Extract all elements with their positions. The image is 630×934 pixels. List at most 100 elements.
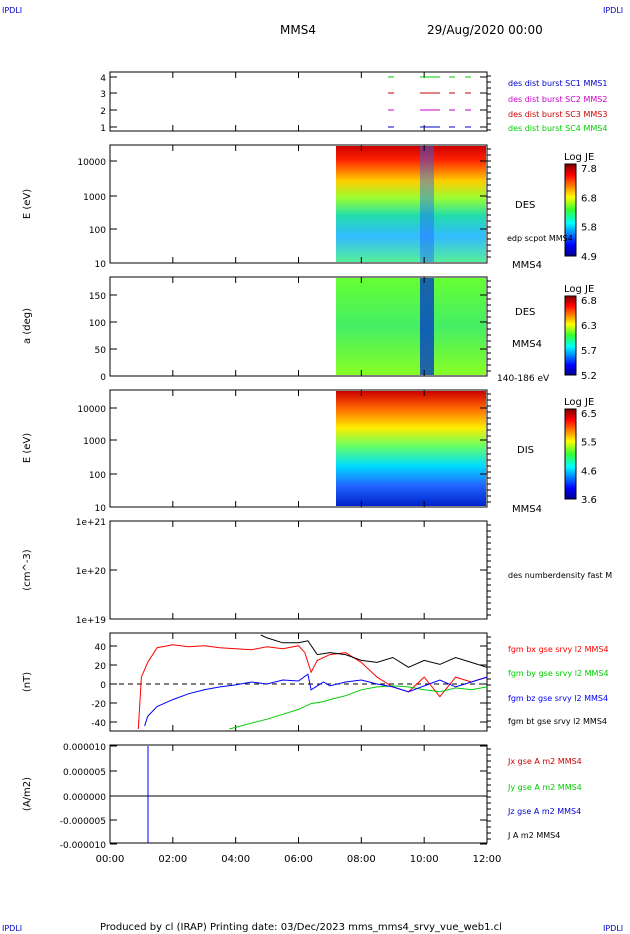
y-tick-label: 0 — [100, 373, 106, 383]
y-tick-label: -0.000010 — [60, 841, 106, 851]
legend-entry: des dist burst SC4 MMS4 — [508, 124, 607, 133]
y-tick-label: 10 — [95, 504, 107, 514]
corner-label-top-left: IPDLI — [2, 6, 22, 15]
legend-entry: des dist burst SC1 MMS1 — [508, 79, 607, 88]
x-tick-label: 02:00 — [158, 854, 187, 865]
spacecraft-title: MMS4 — [280, 23, 316, 37]
des-energy-spectrogram — [336, 146, 486, 262]
x-tick-label: 06:00 — [284, 854, 313, 865]
y-tick-label: 100 — [89, 471, 106, 481]
corner-label-top-right: IPDLI — [603, 6, 623, 15]
y-tick-label: 150 — [89, 292, 106, 302]
x-tick-label: 10:00 — [410, 854, 439, 865]
y-tick-label: 20 — [95, 662, 107, 672]
des-energy-depletion-band — [420, 146, 434, 262]
legend-entry: fgm by gse srvy l2 MMS4 — [508, 669, 609, 678]
colorbar-title: Log JE — [564, 397, 594, 408]
panel-frame-burst — [109, 71, 488, 132]
legend-entry: des dist burst SC3 MMS3 — [508, 110, 607, 119]
des-pitch-spectrogram — [336, 278, 486, 375]
y-tick-label: 10000 — [77, 158, 106, 168]
legend-entry: J A m2 MMS4 — [507, 831, 560, 840]
y-tick-label: 1 — [100, 124, 106, 134]
x-tick-label: 04:00 — [221, 854, 250, 865]
colorbar-tick-label: 6.5 — [581, 409, 597, 420]
y-tick-label: 2 — [100, 107, 106, 117]
y-axis-label: a (deg) — [22, 308, 33, 344]
y-axis-label: (nT) — [22, 672, 33, 692]
y-axis-label: E (eV) — [22, 433, 33, 463]
right-label: 140-186 eV — [497, 374, 550, 384]
right-label: MMS4 — [512, 504, 542, 515]
panel-4: 1e+21 1e+20 1e+19 (cm^-3) des numberdensity … — [22, 518, 612, 626]
y-tick-label: -20 — [91, 700, 106, 710]
y-tick-label: 0.000005 — [63, 768, 106, 778]
colorbar-tick-label: 5.7 — [581, 346, 597, 357]
y-tick-label: 40 — [95, 643, 107, 653]
legend-entry: fgm bt gse srvy l2 MMS4 — [508, 717, 607, 726]
colorbar-dis-energy — [564, 408, 577, 500]
y-tick-label: 100 — [89, 226, 106, 236]
y-tick-label: 3 — [100, 90, 106, 100]
y-tick-label: 1e+19 — [76, 616, 107, 626]
y-tick-label: -0.000005 — [60, 817, 106, 827]
panel-frame-density — [109, 520, 488, 620]
legend-entry: des dist burst SC2 MMS2 — [508, 95, 607, 104]
colorbar-des-pitch — [564, 295, 577, 376]
right-label: DES — [515, 307, 535, 318]
right-label: MMS4 — [512, 339, 542, 350]
y-axis-label: (A/m2) — [22, 777, 33, 811]
b-series-line-2 — [144, 673, 488, 727]
y-tick-label: 10000 — [77, 405, 106, 415]
y-tick-label: 100 — [89, 319, 106, 329]
x-tick-label: 00:00 — [96, 854, 125, 865]
b-series-line-3 — [260, 634, 488, 668]
y-tick-label: -40 — [91, 719, 106, 729]
legend-entry: Jy gse A m2 MMS4 — [507, 783, 582, 792]
y-tick-label: 1e+20 — [76, 567, 107, 577]
right-label: DIS — [517, 445, 534, 456]
y-tick-label: 50 — [95, 346, 107, 356]
colorbar-tick-label: 4.6 — [581, 466, 597, 477]
colorbar-tick-label: 5.5 — [581, 438, 597, 449]
legend-entry: fgm bx gse srvy l2 MMS4 — [508, 645, 609, 654]
colorbars — [564, 163, 577, 500]
y-tick-label: 4 — [100, 74, 106, 84]
legend-entry: Jz gse A m2 MMS4 — [507, 807, 581, 816]
colorbar-tick-label: 4.9 — [581, 252, 597, 263]
panel-5: 40 20 0 -20 -40 (nT) fgm bx gse srvy l2 MMS4 fg… — [22, 633, 609, 731]
y-tick-label: 0.000000 — [63, 793, 106, 803]
spectrograms — [336, 146, 486, 506]
panel-1: 10000 1000 100 10 E (eV) DES edp scpot MMS4 MMS… — [22, 145, 597, 271]
y-tick-label: 0.000010 — [63, 743, 106, 753]
panel-frame-magnetic-field — [109, 632, 488, 732]
colorbar-title: Log JE — [564, 284, 594, 295]
x-tick-label: 12:00 — [473, 854, 502, 865]
colorbar-title: Log JE — [564, 152, 594, 163]
datetime-title: 29/Aug/2020 00:00 — [427, 23, 543, 37]
y-axis-label: E (eV) — [22, 189, 33, 219]
panel-2: 150 100 50 0 a (deg) DES MMS4 140-186 eV Log JE6… — [22, 277, 597, 384]
y-tick-label: 10 — [95, 260, 107, 270]
colorbar-des-energy — [564, 163, 577, 257]
colorbar-tick-label: 5.2 — [581, 371, 597, 382]
corner-label-bottom-right: IPDLI — [603, 924, 623, 933]
colorbar-tick-label: 6.8 — [581, 296, 597, 307]
b-series-line-0 — [137, 644, 488, 730]
y-axis-label: (cm^-3) — [22, 549, 33, 590]
right-label: des numberdensity fast M — [508, 571, 612, 580]
b-series-line-1 — [229, 685, 488, 730]
y-tick-label: 1000 — [83, 193, 106, 203]
dis-energy-spectrogram — [336, 391, 486, 506]
y-tick-label: 1000 — [83, 437, 106, 447]
panel-6: 0.000010 0.000005 0.000000 -0.000005 -0.0000… — [22, 743, 582, 851]
legend-entry: Jx gse A m2 MMS4 — [507, 757, 582, 766]
right-label: DES — [515, 200, 535, 211]
right-label: edp scpot MMS4 — [507, 234, 573, 243]
panel-frame-current-density — [109, 744, 488, 844]
colorbar-tick-label: 5.8 — [581, 223, 597, 234]
colorbar-tick-label: 3.6 — [581, 495, 597, 506]
corner-label-bottom-left: IPDLI — [2, 924, 22, 933]
legend-entry: fgm bz gse srvy l2 MMS4 — [508, 694, 608, 703]
